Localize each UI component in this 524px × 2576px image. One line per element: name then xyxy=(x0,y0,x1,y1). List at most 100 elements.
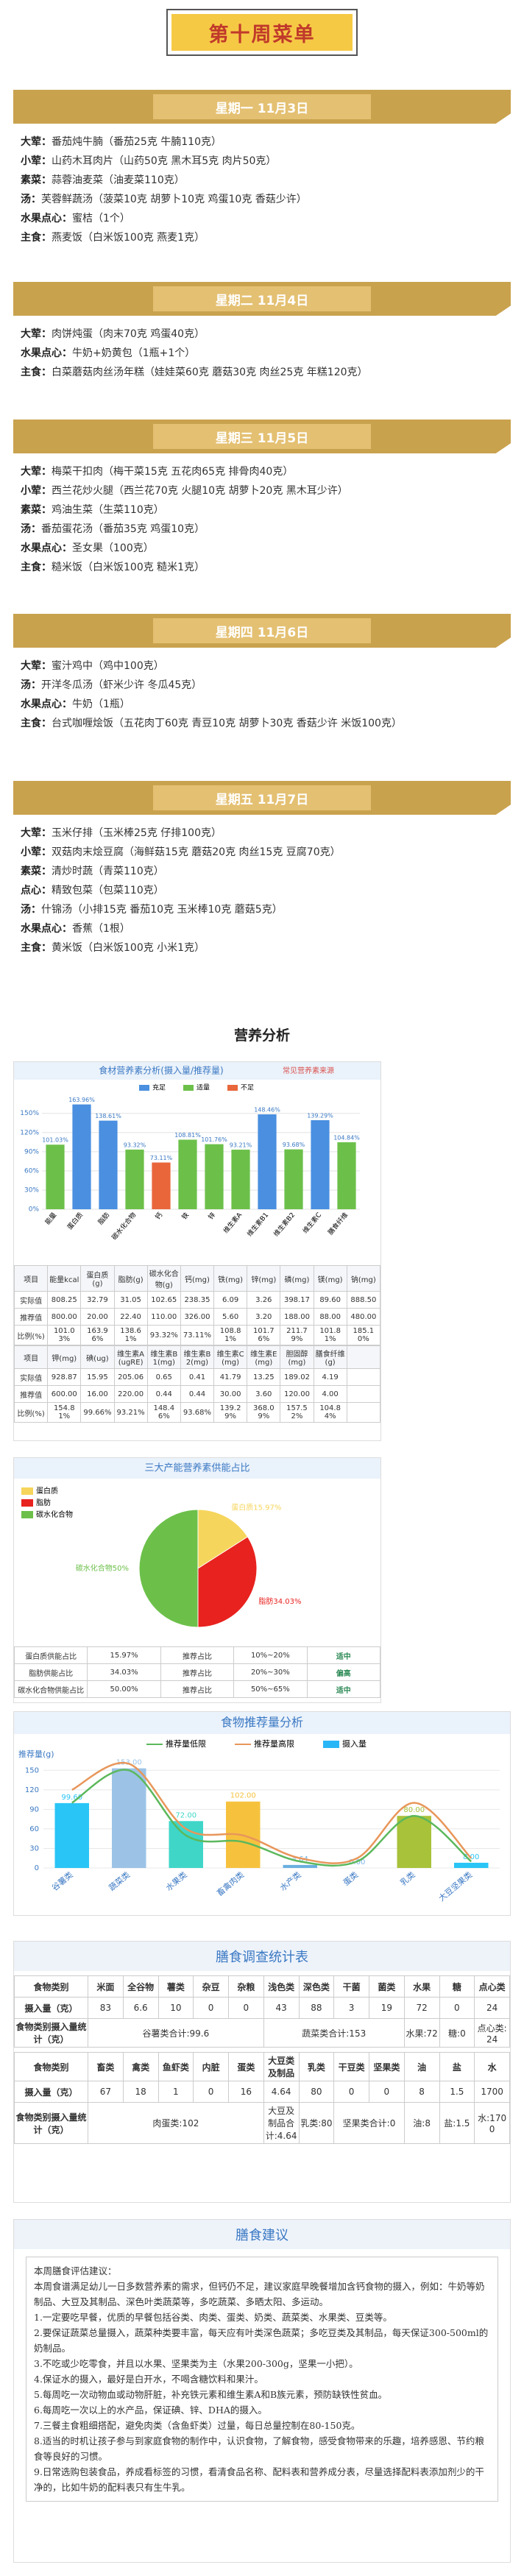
table-header-cell: 项目 xyxy=(14,1345,49,1369)
value-label: 80.00 xyxy=(403,1806,425,1814)
table-cell: 大豆及制品合计:4.64 xyxy=(263,2102,300,2144)
table-cell: 205.06 xyxy=(113,1368,148,1386)
day-banner: 星期三 11月5日 xyxy=(13,420,511,453)
table-header-cell: 碳水化合物(g) xyxy=(146,1265,181,1292)
x-tick-label: 碳水化合物 xyxy=(110,1211,138,1242)
advice-paragraph: 1.一定要吃早餐，优质的早餐包括谷类、肉类、蛋类、奶类、蔬菜类、水果类、豆类等。 xyxy=(34,2312,392,2323)
chart-title-band xyxy=(14,1712,510,1734)
advice-title: 膳食建议 xyxy=(14,2220,510,2249)
value-label: 148.46% xyxy=(254,1107,280,1114)
advice-paragraph: 4.保证水的摄入，最好是白开水，不喝含糖饮料和果汁。 xyxy=(34,2374,263,2385)
table-cell: 104.84% xyxy=(313,1402,347,1423)
table-header-cell: 糖 xyxy=(439,1975,475,1998)
table-cell: 0 xyxy=(333,2081,369,2103)
item-label: 汤： xyxy=(21,194,41,205)
day-title: 星期五 11月7日 xyxy=(153,785,371,810)
item-label: 主食： xyxy=(21,942,52,954)
bar xyxy=(284,1149,303,1209)
x-tick-label: 大豆坚果类 xyxy=(436,1869,474,1903)
table-cell: 93.32% xyxy=(146,1325,181,1345)
bar xyxy=(258,1114,277,1209)
item-text: 燕麦饭（白米饭100克 燕麦1克） xyxy=(52,232,205,244)
menu-list: 大荤：番茄炖牛腩（番茄25克 牛腩110克） 小荤：山药木耳肉片（山药50克 黑木… xyxy=(13,124,511,247)
menu-item: 水果点心：圣女果（100克） xyxy=(13,539,511,558)
table-cell: 适中 xyxy=(306,1680,380,1698)
item-text: 糙米饭（白米饭100克 糙米1克） xyxy=(52,562,205,573)
value-label: 101.76% xyxy=(201,1136,227,1143)
table-cell: 推荐占比 xyxy=(160,1646,235,1664)
table-header-cell: 钠(mg) xyxy=(346,1265,380,1292)
item-label: 水果点心： xyxy=(21,213,72,224)
item-label: 大荤： xyxy=(21,660,52,672)
table-cell: 3 xyxy=(333,1997,369,2019)
menu-item: 大荤：梅菜干扣肉（梅干菜15克 五花肉65克 排骨肉40克） xyxy=(13,462,511,481)
bar xyxy=(54,1802,89,1868)
x-tick-label: 水果类 xyxy=(163,1869,188,1893)
table-cell: 20%~30% xyxy=(233,1663,308,1681)
legend-label: 碳水化合物 xyxy=(36,1510,73,1519)
bar xyxy=(99,1120,118,1209)
table-cell: 888.50 xyxy=(346,1291,380,1309)
menu-item: 素菜：清炒时蔬（青菜110克） xyxy=(13,862,511,881)
menu-item: 汤：什锦汤（小排15克 番茄10克 玉米棒10克 蘑菇5克） xyxy=(13,900,511,919)
menu-item: 大荤：番茄炖牛腩（番茄25克 牛腩110克） xyxy=(13,132,511,152)
advice-paragraph: 9.日常选购包装食品，养成看标签的习惯，看清食品名称、配料表和营养成分表，尽量选… xyxy=(34,2466,484,2493)
table-cell: 101.03% xyxy=(47,1325,82,1345)
menu-item: 大荤：玉米仔排（玉米棒25克 仔排100克） xyxy=(13,824,511,843)
day-title: 星期二 11月4日 xyxy=(153,286,371,311)
chart-title: 食材营养素分析(摄入量/推荐量) xyxy=(99,1065,223,1076)
table-row: 食物类别 米面 全谷物 薯类 杂豆 杂粮 浅色类 深色类 干菌 菌类 水果糖点心类 xyxy=(14,1975,510,1998)
table-header-cell: 干菌 xyxy=(333,1975,369,1998)
slice-name: 碳水化合物 xyxy=(76,1563,113,1573)
slice-value: 34.03% xyxy=(273,1598,301,1606)
menu-item: 素菜：鸡油生菜（生菜110克） xyxy=(13,500,511,520)
table-cell: 1.5 xyxy=(439,2081,475,2103)
table-cell: 5.60 xyxy=(213,1308,248,1326)
item-label: 素菜： xyxy=(21,504,52,516)
series-line xyxy=(71,1769,472,1867)
table-row: 实际值 928.87 15.95 205.06 0.65 0.41 41.79 13.25 18… xyxy=(14,1368,380,1386)
table-cell: 188.00 xyxy=(280,1308,314,1326)
y-tick-label: 0 xyxy=(35,1864,39,1872)
item-text: 番茄蛋花汤（番茄35克 鸡蛋10克） xyxy=(41,523,205,535)
table-cell: 糖:0 xyxy=(439,2018,475,2048)
value-label: 138.61% xyxy=(95,1113,121,1119)
item-label: 大荤： xyxy=(21,136,52,148)
menu-item: 水果点心：牛奶（1瓶） xyxy=(13,695,511,714)
item-label: 主食： xyxy=(21,367,52,378)
table-header-cell: 乳类 xyxy=(298,2052,335,2081)
table-cell: 0.44 xyxy=(146,1385,181,1403)
legend-label: 脂肪 xyxy=(36,1498,51,1507)
item-text: 梅菜干扣肉（梅干菜15克 五花肉65克 排骨肉40克） xyxy=(52,466,294,478)
item-text: 蒜蓉油麦菜（油麦菜110克） xyxy=(52,174,185,186)
value-label: 139.29% xyxy=(307,1113,333,1119)
food-panel: 食物推荐量分析 推荐量低限 推荐量高限 摄入量 推荐量(g) 0 30 60 90 120 150 9… xyxy=(13,1711,511,1916)
header-title: 第十周菜单 xyxy=(171,14,353,51)
section-title: 营养分析 xyxy=(233,1027,290,1044)
table-cell: 推荐值 xyxy=(14,1385,49,1403)
menu-item: 水果点心：蜜桔（1个） xyxy=(13,209,511,228)
table-header-cell xyxy=(346,1345,380,1369)
table-cell: 水:1700 xyxy=(474,2102,510,2144)
table-row: 脂肪供能占比 34.03% 推荐占比 20%~30% 偏高 xyxy=(14,1663,380,1681)
x-tick-label: 维生素B2 xyxy=(272,1211,297,1239)
table-cell: 93.68% xyxy=(180,1402,215,1423)
legend-label: 推荐量低限 xyxy=(166,1738,206,1749)
table-cell: 适中 xyxy=(306,1646,380,1664)
table-cell: 50%~65% xyxy=(233,1680,308,1698)
chart-subtitle: 常见营养素来源 xyxy=(283,1066,334,1075)
table-cell: 148.46% xyxy=(146,1402,181,1423)
bar xyxy=(337,1142,356,1209)
menu-item: 素菜：蒜蓉油麦菜（油麦菜110克） xyxy=(13,171,511,190)
item-label: 汤： xyxy=(21,523,41,535)
table-cell: 83 xyxy=(88,1997,124,2019)
item-text: 肉饼炖蛋（肉末70克 鸡蛋40克） xyxy=(52,328,205,340)
item-label: 大荤： xyxy=(21,827,52,839)
slice-value: 50% xyxy=(113,1565,129,1573)
legend-swatch xyxy=(21,1511,33,1518)
table-header-cell: 干豆类 xyxy=(333,2052,369,2081)
item-text: 双菇肉末烩豆腐（海鲜菇15克 蘑菇20克 肉丝15克 豆腐70克） xyxy=(52,846,341,858)
day-section: 星期三 11月5日 大荤：梅菜干扣肉（梅干菜15克 五花肉65克 排骨肉40克）小… xyxy=(13,420,511,577)
table-cell: 50.00% xyxy=(87,1680,161,1698)
